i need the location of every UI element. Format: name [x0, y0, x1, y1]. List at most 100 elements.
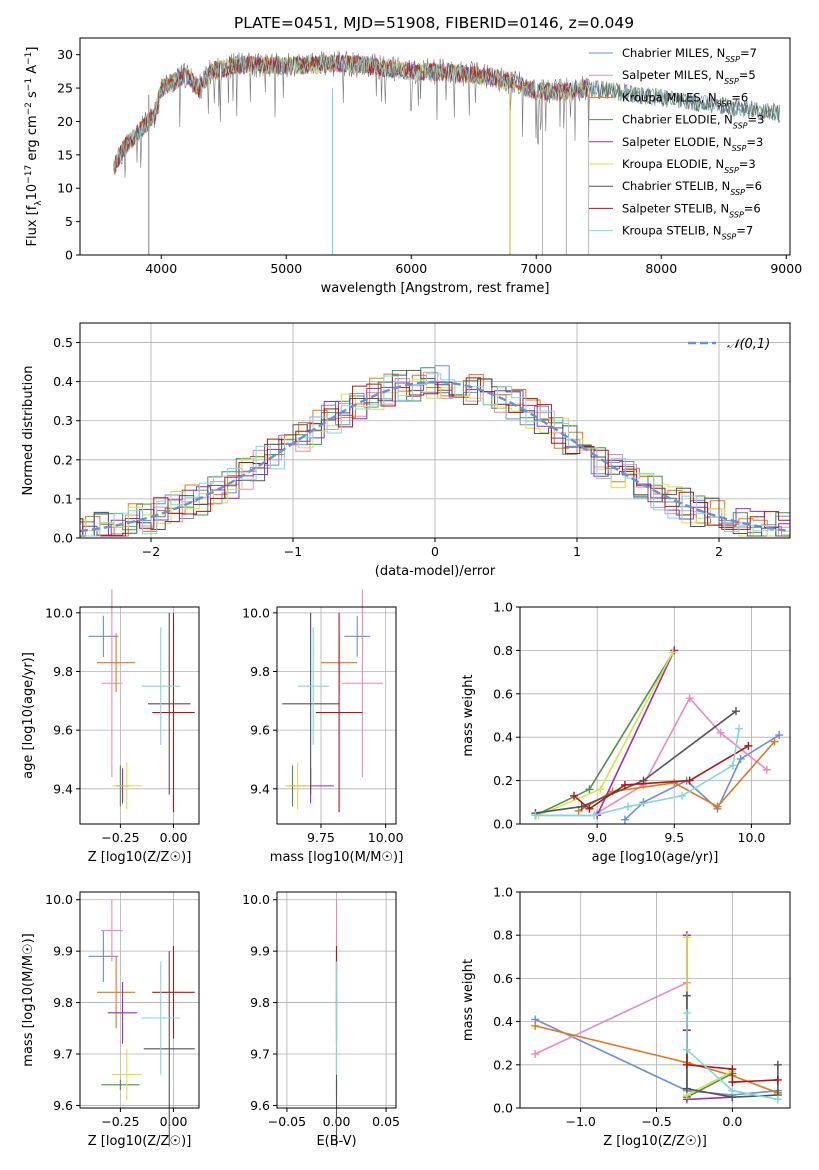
mass-weight-marker: [590, 811, 599, 820]
legend-model: Chabrier ELODIE, N: [622, 113, 733, 127]
mass-vs-EBV-ytick-label: 9.6: [250, 1098, 270, 1113]
mass-weight-line: [686, 937, 733, 1097]
legend-sub: SSP: [724, 166, 739, 175]
age-vs-Z-ytick-label: 9.4: [53, 781, 73, 796]
massweight-vs-Z-ytick-label: 0.0: [493, 1101, 513, 1116]
massweight-vs-age-panel: 9.0 9.5 10.0 0.0 0.2 0.4 0.6 0.8 1.0 age [log10(a…: [461, 600, 791, 865]
residual-xtick-label: 2: [715, 544, 723, 559]
mass-vs-EBV-ytick-label: 9.9: [250, 944, 270, 959]
residual-frame: [79, 322, 791, 539]
mass-weight-marker: [670, 778, 679, 787]
spectrum-ytick-label: 0: [65, 248, 73, 263]
spectrum-panel: 4000 5000 6000 7000 8000 9000 0 5 10 15 20 25 30 wave…: [24, 37, 802, 296]
spectrum-ytick-label: 30: [57, 47, 73, 62]
mass-weight-marker: [577, 802, 586, 811]
residual-ytick-label: 0.5: [53, 335, 73, 350]
spectrum-xtick-label: 5000: [270, 261, 302, 276]
age-vs-mass-xlabel: mass [log10(M/M☉)]: [270, 850, 403, 865]
massweight-vs-age-ytick-label: 0.6: [493, 686, 513, 701]
legend-entry: Chabrier STELIB, NSSP=6: [622, 179, 762, 197]
mass-vs-EBV-xlabel: E(B-V): [316, 1134, 356, 1149]
mass-weight-marker: [728, 1065, 737, 1074]
age-vs-mass-panel: 9.75 10.00 9.4 9.6 9.8 10.0 mass [log10(M/M☉)]: [242, 589, 404, 865]
massweight-vs-Z-ytick-label: 0.2: [493, 1057, 513, 1072]
age-vs-Z-ytick-label: 10.0: [45, 605, 73, 620]
mass-weight-line: [535, 728, 740, 817]
residual-xtick-label: 1: [573, 544, 581, 559]
mass-vs-Z-ytick-label: 9.8: [53, 995, 73, 1010]
residual-ytick-label: 0.0: [53, 531, 73, 546]
mass-vs-EBV-panel: −0.05 0.00 0.059.69.79.89.910.0E(B-V): [242, 891, 400, 1149]
mass-weight-marker: [773, 1095, 782, 1104]
mass-weight-marker: [624, 802, 632, 811]
ylabel-part: ]: [25, 47, 40, 52]
legend-model: Chabrier MILES, N: [622, 46, 725, 60]
massweight-vs-Z-xtick-label: 0.0: [722, 1114, 742, 1129]
spectrum-ylabel: Flux [fλ10−17 erg cm−2 s−1 A−1]: [24, 47, 44, 247]
mass-vs-EBV-xtick-label: −0.05: [268, 1114, 306, 1129]
massweight-vs-Z-xtick-label: −0.5: [641, 1114, 671, 1129]
residual-histogram: [80, 377, 790, 537]
mass-weight-marker: [728, 1086, 737, 1095]
massweight-vs-age-xtick-label: 10.0: [738, 830, 766, 845]
legend-model: Chabrier STELIB, N: [622, 179, 730, 193]
mass-weight-line: [535, 650, 676, 817]
spectrum-data-line: [113, 50, 591, 178]
spectrum-xtick-label: 4000: [145, 261, 177, 276]
mass-vs-EBV-frame: [276, 891, 397, 1109]
massweight-vs-age-ytick-label: 0.2: [493, 773, 513, 788]
residual-xtick-label: 0: [431, 544, 439, 559]
residual-ytick-label: 0.4: [53, 374, 73, 389]
legend-entry: Salpeter ELODIE, NSSP=3: [622, 135, 763, 153]
residual-ylabel: Normed distribution: [21, 366, 36, 496]
spectrum-model-line: [113, 55, 591, 174]
residual-ytick-label: 0.2: [53, 452, 73, 467]
mass-vs-Z-xtick-label: 0.00: [160, 1114, 188, 1129]
age-vs-mass-frame: [276, 606, 397, 825]
age-vs-mass-xtick-label: 9.75: [307, 830, 335, 845]
spectrum-frame: [79, 37, 791, 256]
mass-weight-marker: [773, 1060, 782, 1069]
age-vs-mass-ytick-label: 9.8: [250, 664, 270, 679]
spectrum-ytick-label: 15: [57, 147, 73, 162]
age-vs-mass-ytick-label: 9.6: [250, 723, 270, 738]
age-vs-Z-xlabel: Z [log10(Z/Z☉)]: [88, 850, 192, 865]
mass-weight-marker: [682, 1060, 691, 1069]
age-vs-Z-xtick-label: −0.25: [101, 830, 139, 845]
legend-entry: Chabrier ELODIE, NSSP=3: [622, 113, 764, 131]
age-vs-Z-ytick-label: 9.6: [53, 723, 73, 738]
massweight-vs-Z-ytick-label: 0.6: [493, 971, 513, 986]
mass-vs-Z-ytick-label: 9.9: [53, 944, 73, 959]
mass-weight-marker: [773, 1075, 782, 1084]
mass-vs-EBV-xtick-label: 0.05: [372, 1114, 400, 1129]
mass-vs-Z-ytick-label: 10.0: [45, 892, 73, 907]
mass-weight-marker: [678, 791, 686, 800]
massweight-vs-age-ytick-label: 0.4: [493, 730, 513, 745]
mass-weight-marker: [570, 791, 578, 800]
legend-nssp: =3: [739, 157, 756, 171]
legend-model: Kroupa STELIB, N: [622, 224, 722, 238]
mass-weight-marker: [728, 761, 737, 770]
massweight-vs-age-xlabel: age [log10(age/yr)]: [592, 850, 719, 865]
spectrum-ytick-label: 10: [57, 181, 73, 196]
mass-weight-marker: [620, 815, 629, 824]
legend-nssp: =6: [745, 179, 762, 193]
ylabel-part: s: [25, 91, 40, 102]
spectrum-xtick-label: 8000: [645, 261, 677, 276]
spectrum-xtick-label: 6000: [395, 261, 427, 276]
mass-vs-EBV-ytick-label: 10.0: [242, 892, 270, 907]
massweight-vs-Z-ytick-label: 1.0: [493, 885, 513, 900]
normal-legend-label: 𝒩(0,1): [727, 337, 770, 352]
mass-weight-marker: [682, 1084, 691, 1093]
mass-vs-Z-frame: [79, 891, 200, 1109]
spectrum-ytick-label: 20: [57, 114, 73, 129]
mass-weight-marker: [531, 811, 540, 820]
age-vs-Z-frame: [79, 606, 200, 825]
mass-weight-marker: [713, 802, 722, 811]
legend-sub: SSP: [729, 210, 744, 219]
massweight-vs-age-ylabel: mass weight: [461, 674, 476, 756]
age-vs-Z-ylabel: age [log10(age/yr)]: [21, 652, 36, 779]
mass-weight-marker: [736, 754, 745, 763]
massweight-vs-Z-ytick-label: 0.4: [493, 1014, 513, 1029]
mass-vs-Z-xtick-label: −0.25: [101, 1114, 139, 1129]
